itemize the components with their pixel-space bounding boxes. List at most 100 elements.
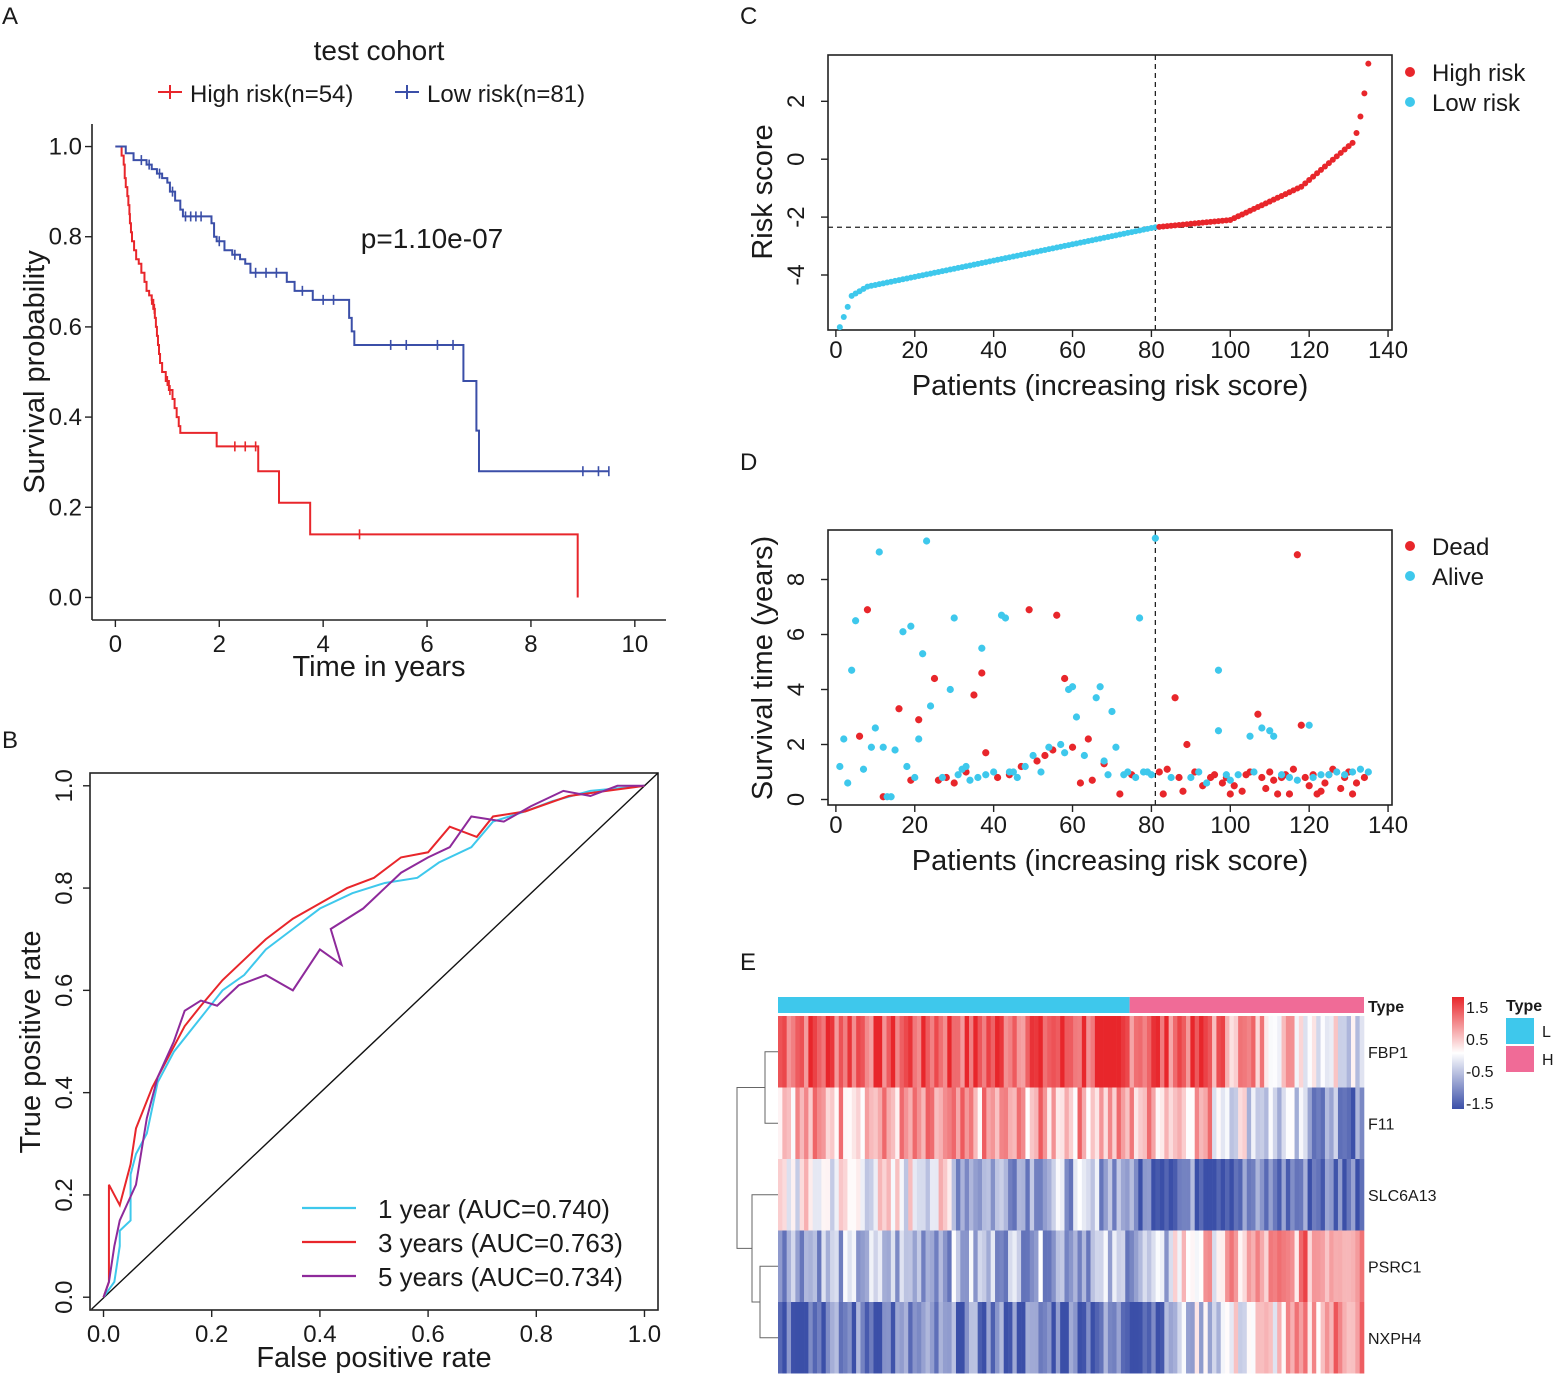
heatmap-cell — [1272, 1016, 1278, 1088]
surv-point-alive — [1277, 771, 1286, 779]
heatmap-cell — [1138, 1230, 1143, 1302]
heatmap-cell — [1342, 1087, 1347, 1159]
heatmap-cell — [1051, 1159, 1057, 1231]
heatmap-cell — [1259, 1159, 1265, 1231]
heatmap-cell — [1177, 1087, 1182, 1159]
heatmap-cell — [1034, 1230, 1039, 1302]
heatmap-cell — [1255, 1016, 1261, 1088]
heatmap-cell — [1016, 1159, 1022, 1231]
heatmap-cell — [968, 1302, 974, 1374]
surv-point-alive — [1234, 771, 1242, 779]
heatmap-cell — [1259, 1087, 1265, 1159]
heatmap-cell — [1207, 1087, 1213, 1159]
roc-x-tick-label: 1.0 — [628, 1321, 661, 1348]
heatmap-cell — [986, 1302, 991, 1374]
roc-y-tick-label: 0.4 — [51, 1076, 78, 1109]
heatmap-cell — [990, 1016, 996, 1088]
heatmap-cell — [1320, 1159, 1326, 1231]
surv-x-tick-label: 0 — [829, 812, 842, 839]
heatmap-cell — [899, 1159, 905, 1231]
heatmap-cell — [973, 1230, 978, 1302]
heatmap-legend-title: Type — [1506, 998, 1542, 1015]
heatmap-cell — [1029, 1087, 1035, 1159]
heatmap-dendrogram-branch — [751, 1194, 778, 1303]
heatmap-cell — [1151, 1302, 1156, 1374]
heatmap-cell — [856, 1230, 861, 1302]
heatmap-cell — [812, 1087, 818, 1159]
risk-point-high — [1306, 176, 1313, 183]
heatmap-cell — [1164, 1230, 1169, 1302]
heatmap-cell — [912, 1302, 918, 1374]
heatmap-cell — [908, 1087, 913, 1159]
heatmap-cell — [929, 1302, 935, 1374]
heatmap-cell — [812, 1302, 818, 1374]
heatmap-cell — [1094, 1230, 1100, 1302]
heatmap-cell — [1003, 1159, 1009, 1231]
roc-x-tick-label: 0.6 — [411, 1321, 444, 1348]
surv-point-dead — [1262, 784, 1270, 793]
heatmap-cell — [843, 1159, 848, 1231]
heatmap-cell — [1107, 1016, 1113, 1088]
heatmap-cell — [1359, 1230, 1365, 1302]
surv-point-dead — [978, 669, 986, 677]
heatmap-cell — [1042, 1302, 1048, 1374]
roc-frame — [89, 772, 659, 1311]
km-y-tick-label: 0.6 — [49, 314, 82, 341]
heatmap-cell — [977, 1302, 983, 1374]
surv-point-alive — [1001, 614, 1010, 622]
risk-point-high — [1321, 163, 1328, 170]
heatmap-cell — [1186, 1159, 1191, 1231]
surv-point-dead — [1352, 779, 1361, 787]
risk-point-high — [1302, 180, 1309, 187]
heatmap-dendrogram-branch — [764, 1051, 778, 1124]
heatmap-cell — [1055, 1302, 1061, 1374]
heatmap-cell — [1320, 1087, 1326, 1159]
heatmap-cell — [908, 1016, 913, 1088]
risk-legend-dot — [1405, 67, 1415, 77]
heatmap-cell — [1186, 1302, 1191, 1374]
heatmap-cell — [1060, 1087, 1065, 1159]
heatmap-cell — [1246, 1302, 1252, 1374]
surv-legend-label: Alive — [1432, 564, 1484, 591]
surv-point-alive — [1214, 727, 1223, 735]
roc-legend-label: 1 year (AUC=0.740) — [378, 1194, 610, 1224]
risk-x-tick-label: 120 — [1289, 337, 1329, 364]
heatmap-cell — [1342, 1230, 1347, 1302]
heatmap-cell — [877, 1087, 883, 1159]
surv-x-tick-label: 60 — [1059, 812, 1086, 839]
heatmap-cell — [1333, 1016, 1339, 1088]
heatmap-cell — [1094, 1087, 1100, 1159]
heatmap-cell — [942, 1087, 948, 1159]
heatmap-cell — [1116, 1159, 1122, 1231]
heatmap-cell — [1120, 1230, 1126, 1302]
km-x-tick-label: 10 — [621, 631, 648, 658]
heatmap-cell — [1190, 1087, 1196, 1159]
heatmap-cell — [1055, 1087, 1061, 1159]
risk-legend-dot — [1405, 97, 1415, 107]
heatmap-cell — [1025, 1302, 1031, 1374]
heatmap-cell — [1359, 1159, 1365, 1231]
heatmap-cell — [1051, 1016, 1057, 1088]
heatmap-cell — [847, 1016, 853, 1088]
heatmap-cell — [1012, 1087, 1018, 1159]
surv-point-alive — [1214, 666, 1223, 674]
heatmap-cell — [1203, 1087, 1209, 1159]
surv-point-alive — [903, 762, 911, 771]
heatmap-cell — [1229, 1159, 1235, 1231]
risk-point-high — [1337, 149, 1344, 156]
km-y-tick-label: 0.2 — [49, 494, 82, 521]
heatmap-cell — [799, 1087, 805, 1159]
heatmap-cell — [990, 1230, 996, 1302]
surv-point-alive — [1013, 773, 1021, 782]
heatmap-cell — [929, 1159, 935, 1231]
surv-point-alive — [1061, 749, 1069, 757]
heatmap-cell — [799, 1159, 805, 1231]
heatmap-cell — [1199, 1302, 1204, 1374]
heatmap-cell — [964, 1302, 970, 1374]
heatmap-cell — [1242, 1302, 1248, 1374]
heatmap-cell — [1151, 1016, 1156, 1088]
surv-point-alive — [1348, 768, 1357, 776]
heatmap-cell — [791, 1302, 796, 1374]
heatmap-cell — [1203, 1302, 1209, 1374]
panel-letter-a: A — [2, 3, 18, 30]
